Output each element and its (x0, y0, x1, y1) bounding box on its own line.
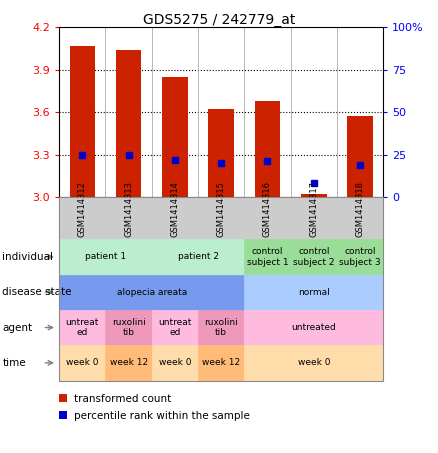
Text: ruxolini
tib: ruxolini tib (204, 318, 238, 337)
Text: time: time (2, 358, 26, 368)
Text: transformed count: transformed count (74, 394, 171, 404)
Text: GSM1414312: GSM1414312 (78, 182, 87, 237)
Text: GSM1414315: GSM1414315 (217, 182, 226, 237)
Text: week 0: week 0 (297, 358, 330, 367)
Text: GSM1414313: GSM1414313 (124, 181, 133, 237)
Text: control
subject 3: control subject 3 (339, 247, 381, 266)
Bar (162, 77, 187, 197)
Text: week 12: week 12 (202, 358, 240, 367)
Text: week 12: week 12 (110, 358, 148, 367)
Bar (208, 109, 234, 197)
Text: patient 2: patient 2 (177, 252, 219, 261)
Text: untreated: untreated (291, 323, 336, 332)
Text: GSM1414314: GSM1414314 (170, 182, 180, 237)
Bar (301, 194, 326, 197)
Bar (347, 116, 373, 197)
Text: GDS5275 / 242779_at: GDS5275 / 242779_at (143, 13, 295, 27)
Text: week 0: week 0 (159, 358, 191, 367)
Text: agent: agent (2, 323, 32, 333)
Text: control
subject 2: control subject 2 (293, 247, 335, 266)
Bar (70, 46, 95, 197)
Text: patient 1: patient 1 (85, 252, 126, 261)
Text: percentile rank within the sample: percentile rank within the sample (74, 411, 250, 421)
Text: GSM1414316: GSM1414316 (263, 181, 272, 237)
Text: week 0: week 0 (66, 358, 99, 367)
Text: normal: normal (298, 288, 330, 297)
Text: control
subject 1: control subject 1 (247, 247, 288, 266)
Text: individual: individual (2, 252, 53, 262)
Bar (255, 101, 280, 197)
Bar (116, 50, 141, 197)
Text: ruxolini
tib: ruxolini tib (112, 318, 145, 337)
Text: untreat
ed: untreat ed (158, 318, 191, 337)
Text: GSM1414317: GSM1414317 (309, 181, 318, 237)
Text: disease state: disease state (2, 287, 72, 297)
Text: GSM1414318: GSM1414318 (356, 181, 364, 237)
Text: untreat
ed: untreat ed (66, 318, 99, 337)
Text: alopecia areata: alopecia areata (117, 288, 187, 297)
